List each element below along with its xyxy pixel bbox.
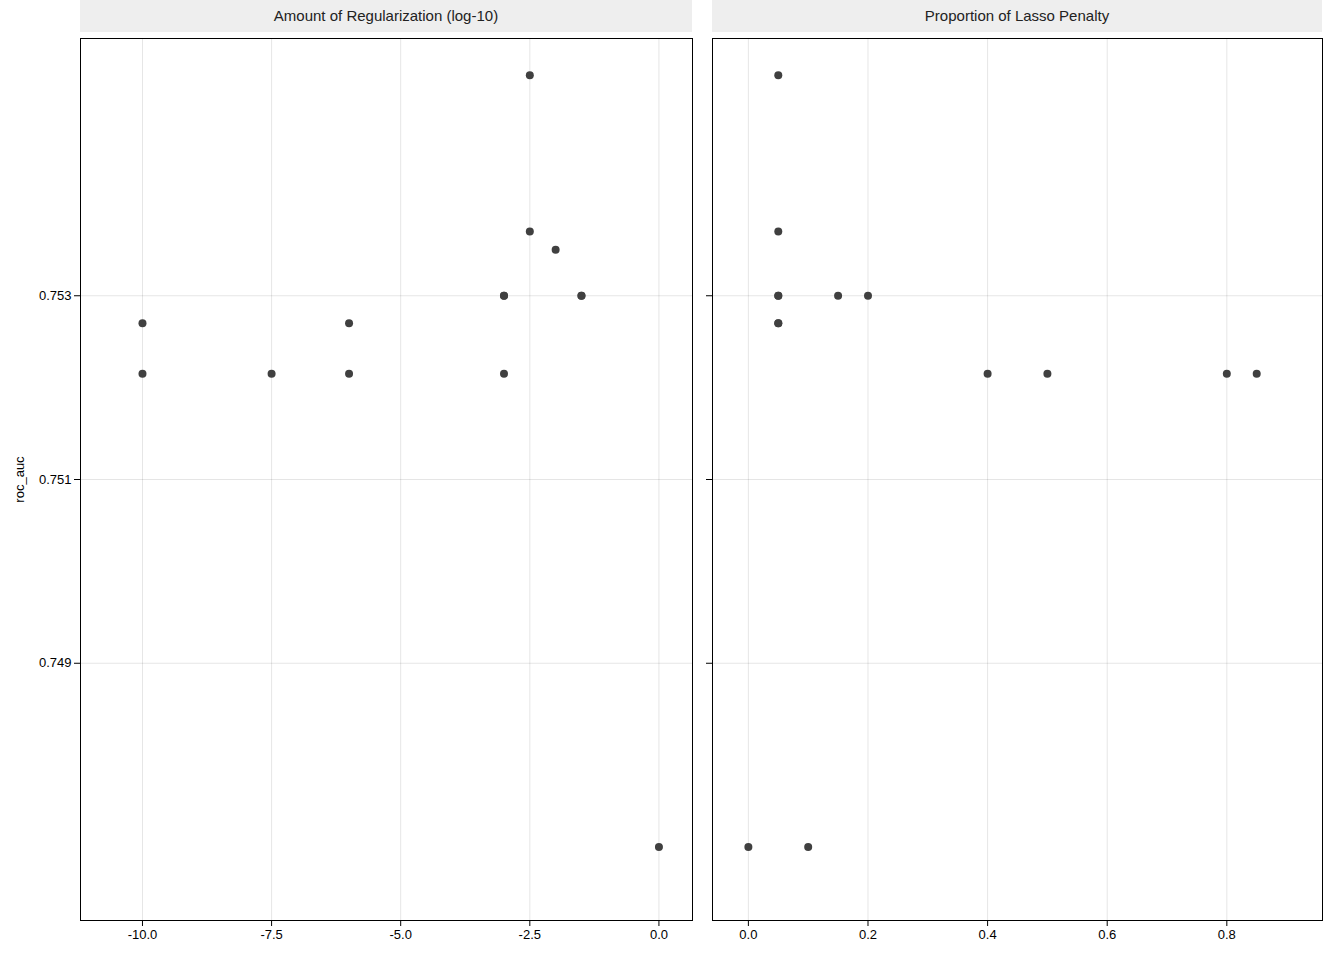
svg-text:0.2: 0.2 [859,927,877,942]
svg-text:0.8: 0.8 [1218,927,1236,942]
html-text:Amount of Regularization (log-: Amount of Regularization (log-10) [273,7,499,24]
svg-text:roc_auc: roc_auc [12,456,27,503]
svg-text:0.0: 0.0 [650,927,668,942]
svg-text:0.0: 0.0 [739,927,757,942]
svg-text:0.751: 0.751 [39,472,72,487]
svg-text:-2.5: -2.5 [519,927,541,942]
svg-text:0.749: 0.749 [39,655,72,670]
svg-text:-10.0: -10.0 [128,927,158,942]
svg-text:0.6: 0.6 [1098,927,1116,942]
svg-text:-7.5: -7.5 [260,927,282,942]
html-text:Proportion of Lasso Penalty: Proportion of Lasso Penalty [924,7,1110,24]
svg-text:-5.0: -5.0 [389,927,411,942]
svg-text:0.4: 0.4 [979,927,997,942]
svg-text:0.753: 0.753 [39,288,72,303]
